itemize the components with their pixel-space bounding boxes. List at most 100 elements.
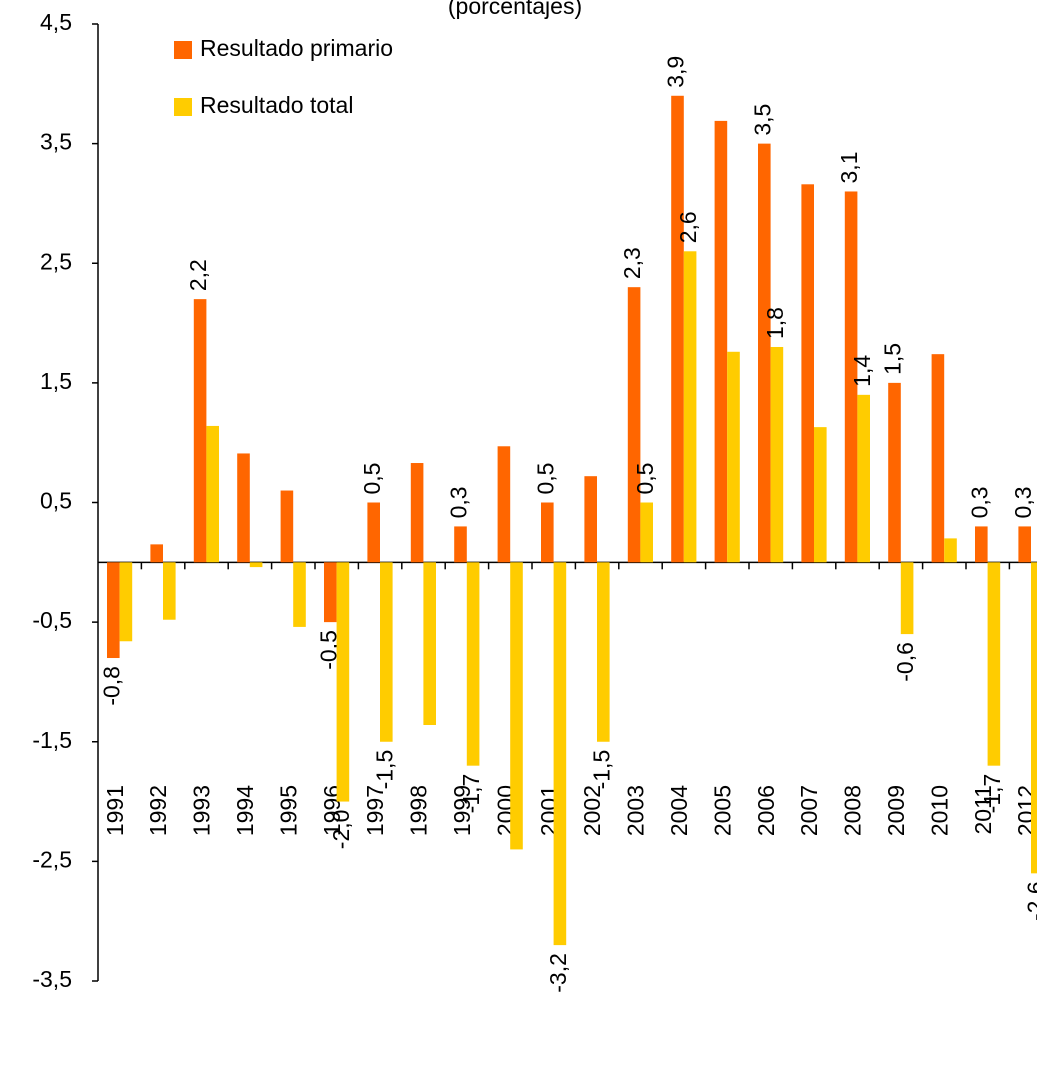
y-tick-label: 0,5: [40, 488, 72, 514]
bar: [280, 490, 294, 563]
data-label: -3,2: [545, 953, 571, 993]
data-label: 3,1: [836, 151, 862, 183]
bar: [206, 425, 219, 563]
x-tick-label: 2010: [926, 785, 952, 836]
bar: [119, 562, 133, 642]
bar: [1018, 526, 1031, 563]
legend-label: Resultado primario: [200, 35, 393, 61]
bar: [237, 453, 250, 563]
data-label: -2,6: [1022, 881, 1037, 921]
bar: [541, 502, 554, 563]
bar: [857, 394, 870, 563]
y-tick-label: 2,5: [40, 248, 72, 274]
bar: [944, 538, 957, 563]
data-label: -1,7: [979, 774, 1005, 814]
y-tick-label: 1,5: [40, 368, 72, 394]
bar: [410, 463, 424, 563]
x-tick-label: 1999: [449, 785, 475, 836]
bar: [107, 562, 120, 659]
x-tick-label: 2003: [623, 785, 649, 836]
bar: [727, 351, 740, 563]
bar: [380, 562, 393, 742]
data-label: -1,5: [588, 750, 614, 790]
x-tick-label: 2011: [970, 785, 996, 834]
data-label: 1,4: [849, 355, 875, 387]
bar: [814, 427, 827, 563]
x-tick-label: 1993: [189, 785, 215, 836]
bar: [336, 562, 350, 802]
data-label: 2,3: [619, 247, 645, 279]
x-tick-label: 1994: [232, 785, 258, 836]
x-tick-label: 1992: [145, 785, 171, 836]
bar: [801, 184, 814, 563]
bar: [510, 562, 523, 850]
y-tick-label: -2,5: [32, 846, 72, 872]
data-label: -2,0: [328, 810, 354, 850]
x-tick-label: 2008: [840, 785, 866, 836]
bar: [683, 251, 697, 563]
data-label: -0,8: [98, 666, 124, 706]
bar: [640, 502, 653, 563]
bar: [423, 562, 436, 726]
chart-title: (porcentajes): [448, 0, 582, 19]
data-label: -1,7: [458, 774, 484, 814]
y-tick-label: -0,5: [32, 607, 72, 633]
data-label: 3,5: [749, 104, 775, 136]
bar: [324, 562, 337, 623]
bar: [367, 502, 380, 563]
legend-swatch: [174, 98, 192, 116]
data-label: 0,5: [632, 463, 658, 495]
data-label: 0,3: [446, 486, 472, 518]
bar: [900, 562, 914, 635]
legend-swatch: [174, 41, 192, 59]
data-label: 2,6: [675, 211, 701, 243]
x-tick-label: 2009: [883, 785, 909, 836]
legend-label: Resultado total: [200, 92, 353, 118]
x-tick-label: 1997: [362, 785, 388, 836]
bar: [497, 446, 511, 563]
x-tick-label: 2004: [666, 785, 692, 836]
bar: [758, 143, 771, 563]
x-tick-label: 2007: [796, 785, 822, 836]
bar: [770, 346, 784, 563]
bar: [584, 476, 597, 563]
bar: [293, 562, 306, 627]
x-tick-label: 2005: [709, 785, 735, 836]
bar: [844, 191, 858, 563]
data-label: 1,5: [880, 343, 906, 375]
bar: [553, 562, 567, 946]
data-label: 0,3: [966, 486, 992, 518]
bar: [1031, 562, 1037, 874]
bar: [163, 562, 176, 620]
y-tick-label: 3,5: [40, 129, 72, 155]
bar: [931, 354, 945, 563]
data-label: 0,5: [532, 463, 558, 495]
x-tick-label: 1995: [275, 785, 301, 836]
bar: [249, 562, 263, 568]
bar: [671, 95, 684, 563]
bar: [150, 544, 163, 563]
bar: [888, 382, 901, 563]
y-tick-label: -1,5: [32, 727, 72, 753]
x-tick-label: 2002: [579, 785, 605, 836]
data-label: 2,2: [185, 259, 211, 291]
y-tick-label: -3,5: [32, 966, 72, 992]
data-label: -0,6: [892, 642, 918, 682]
data-label: 0,3: [1010, 486, 1036, 518]
bar: [975, 526, 988, 563]
bar: [193, 299, 207, 563]
data-label: -1,5: [371, 750, 397, 790]
data-label: 1,8: [762, 307, 788, 339]
x-tick-label: 1998: [406, 785, 432, 836]
x-tick-label: 1991: [102, 785, 128, 836]
data-label: 0,5: [359, 463, 385, 495]
y-tick-label: 4,5: [40, 9, 72, 35]
data-label: 3,9: [663, 56, 689, 88]
bar: [454, 526, 467, 563]
bar: [466, 562, 480, 766]
bar: [987, 562, 1001, 766]
x-tick-label: 2006: [753, 785, 779, 836]
bar: [627, 287, 641, 563]
bar: [714, 120, 728, 563]
